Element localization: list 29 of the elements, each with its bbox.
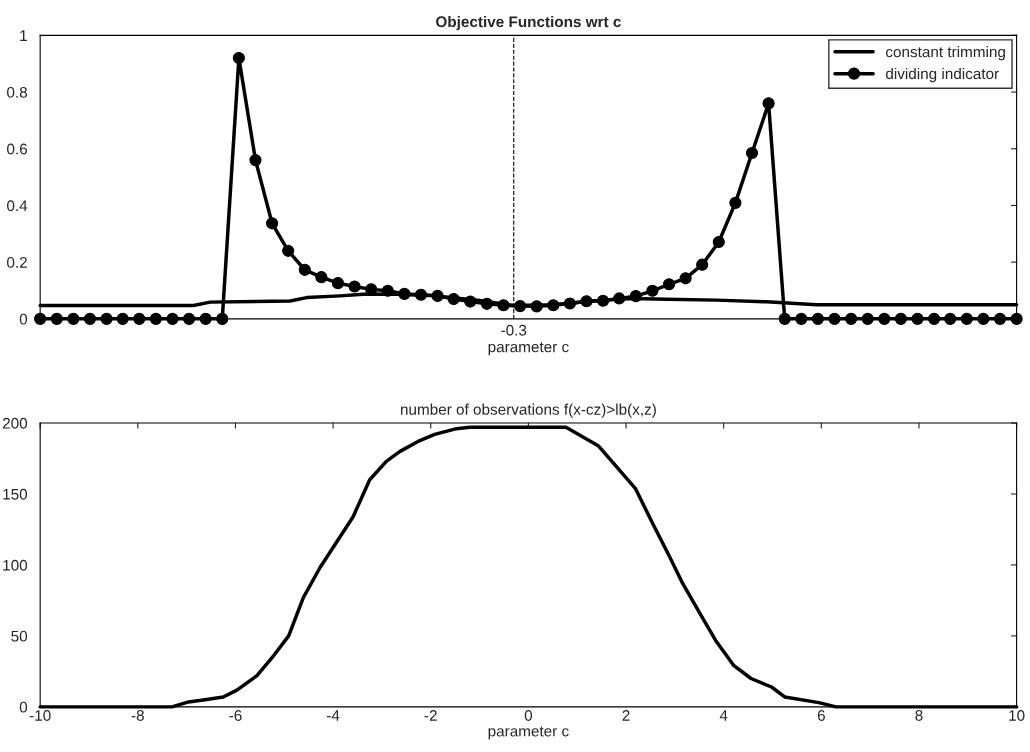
x-tick-label: 4 <box>719 710 728 721</box>
x-tick-label: 6 <box>817 710 825 721</box>
y-tick-label: 100 <box>3 559 28 571</box>
y-tick-label: 0.6 <box>7 143 27 155</box>
legend-label: dividing indicator <box>886 67 999 83</box>
x-tick-label: 8 <box>915 710 923 721</box>
x-tick-label: -2 <box>424 710 437 721</box>
y-tick-label: 200 <box>2 417 28 429</box>
x-tick-label: 10 <box>1009 710 1025 721</box>
y-tick-label: 0 <box>19 313 28 325</box>
x-axis-title: parameter c <box>488 726 569 740</box>
x-tick-label: 2 <box>622 710 630 721</box>
y-tick-label: 1 <box>20 30 27 41</box>
chart-title: number of observations f(x-cz)>lb(x,z) <box>400 403 656 418</box>
y-tick-label: 0 <box>19 701 28 713</box>
x-axis-title: parameter c <box>488 342 569 356</box>
y-tick-label: 150 <box>3 488 28 500</box>
ref-line-label: -0.3 <box>501 324 527 336</box>
legend-label: constant trimming <box>886 46 1005 61</box>
x-tick-label: -4 <box>326 710 340 721</box>
y-tick-label: 0.4 <box>7 200 28 212</box>
x-tick-label: -10 <box>29 710 51 721</box>
x-tick-label: -8 <box>131 710 144 721</box>
y-tick-label: 0.2 <box>7 257 27 268</box>
y-tick-label: 50 <box>11 630 28 642</box>
x-tick-label: 0 <box>524 710 533 721</box>
y-tick-label: 0.8 <box>7 86 28 98</box>
chart-title: Objective Functions wrt c <box>436 15 621 31</box>
x-tick-label: -6 <box>229 710 242 721</box>
